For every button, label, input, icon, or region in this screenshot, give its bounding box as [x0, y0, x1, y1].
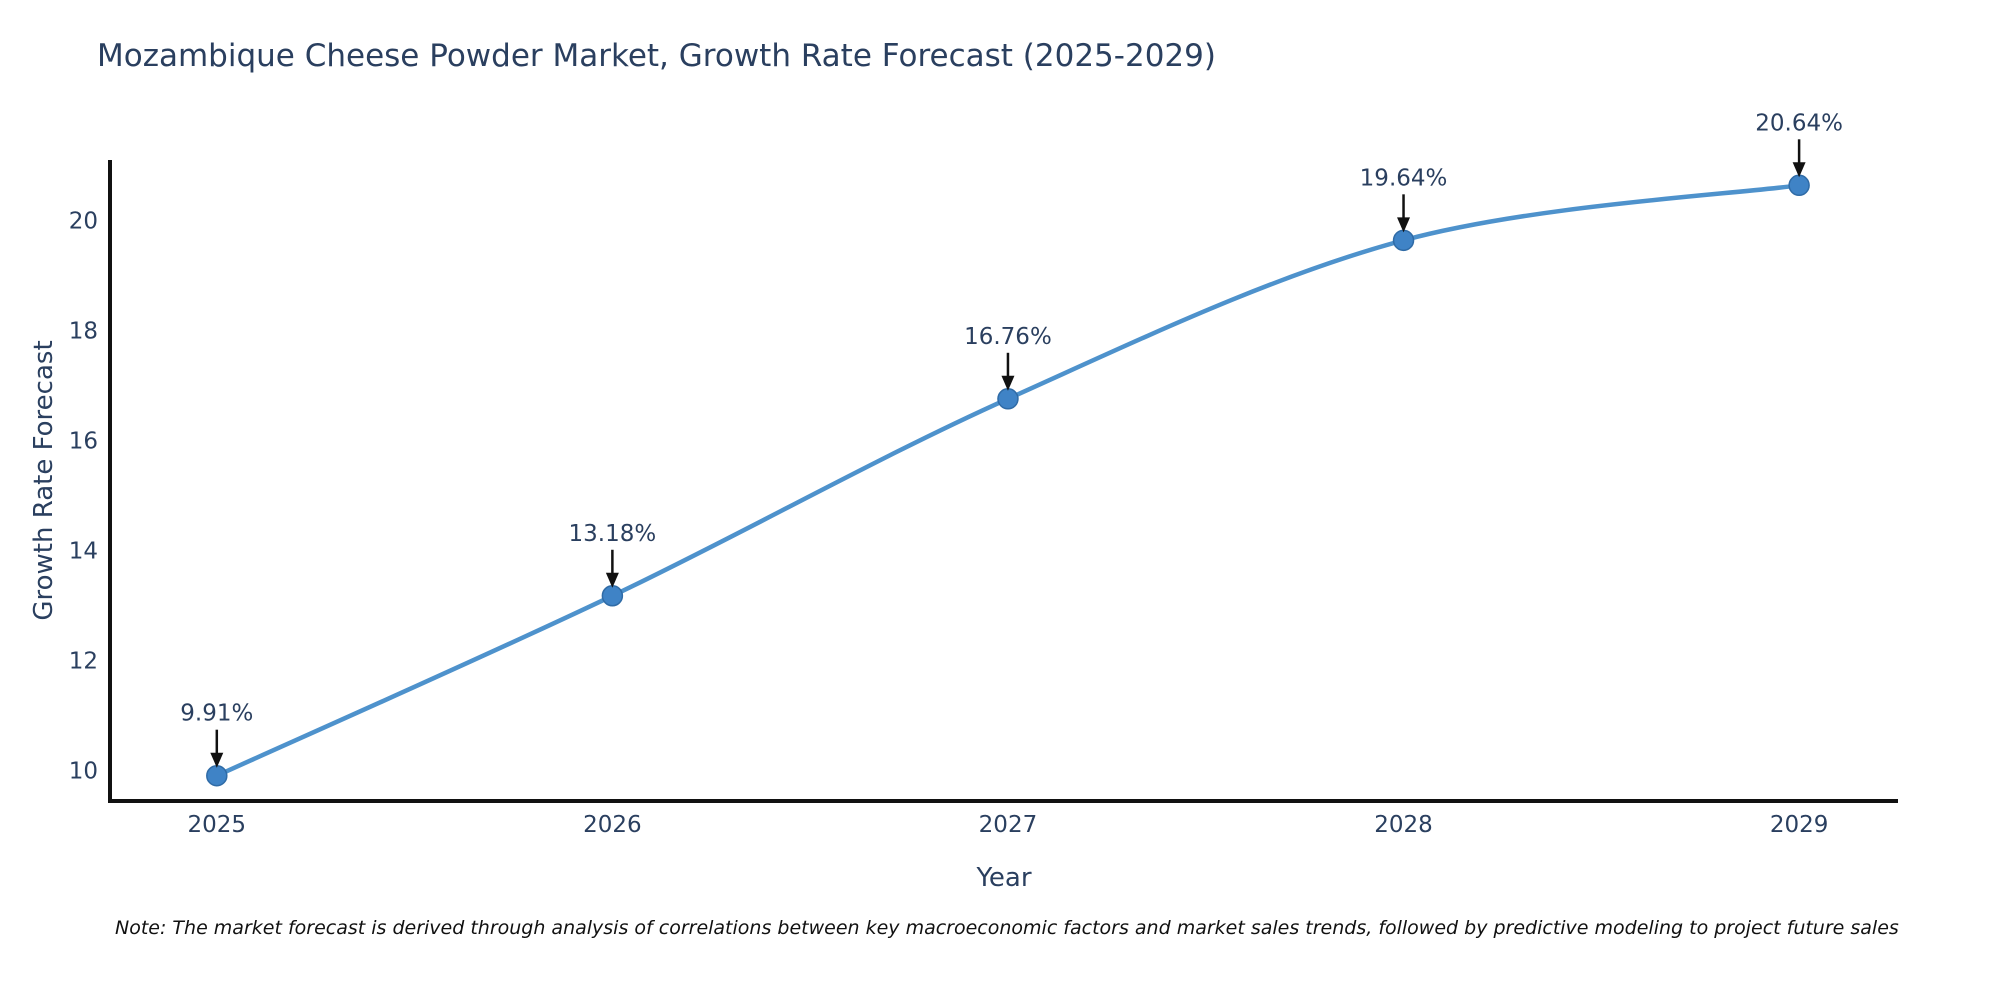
footnote: Note: The market forecast is derived thr…: [115, 917, 1899, 939]
annotation-arrowhead: [1001, 375, 1015, 391]
data-point[interactable]: [206, 764, 228, 787]
x-tick-label: 2027: [979, 812, 1038, 838]
annotation-label: 19.64%: [1360, 165, 1448, 191]
annotation-arrowhead: [605, 572, 619, 588]
annotation-label: 20.64%: [1755, 110, 1843, 136]
annotation-arrowhead: [1792, 162, 1806, 178]
chart-title: Mozambique Cheese Powder Market, Growth …: [97, 38, 1216, 74]
annotation-arrowhead: [1397, 217, 1411, 233]
y-tick-label: 18: [69, 319, 98, 345]
data-point[interactable]: [1788, 174, 1810, 197]
annotation-label: 13.18%: [569, 521, 657, 547]
data-point[interactable]: [997, 388, 1019, 410]
annotation-arrowhead: [210, 752, 224, 768]
annotation-label: 16.76%: [964, 324, 1052, 350]
x-tick-label: 2026: [583, 812, 642, 838]
x-axis-title: Year: [975, 863, 1031, 893]
x-tick-label: 2029: [1770, 812, 1829, 838]
x-tick-label: 2028: [1374, 812, 1433, 838]
data-point[interactable]: [1392, 229, 1415, 252]
annotation-label: 9.91%: [180, 701, 253, 727]
y-tick-label: 14: [69, 539, 98, 565]
y-tick-label: 16: [69, 429, 98, 455]
y-tick-label: 20: [69, 209, 98, 235]
y-axis-title: Growth Rate Forecast: [29, 340, 59, 620]
data-point[interactable]: [601, 585, 624, 607]
y-tick-label: 12: [69, 649, 98, 675]
forecast-line: [214, 183, 1802, 778]
y-tick-label: 10: [69, 759, 98, 785]
x-tick-label: 2025: [188, 812, 247, 838]
